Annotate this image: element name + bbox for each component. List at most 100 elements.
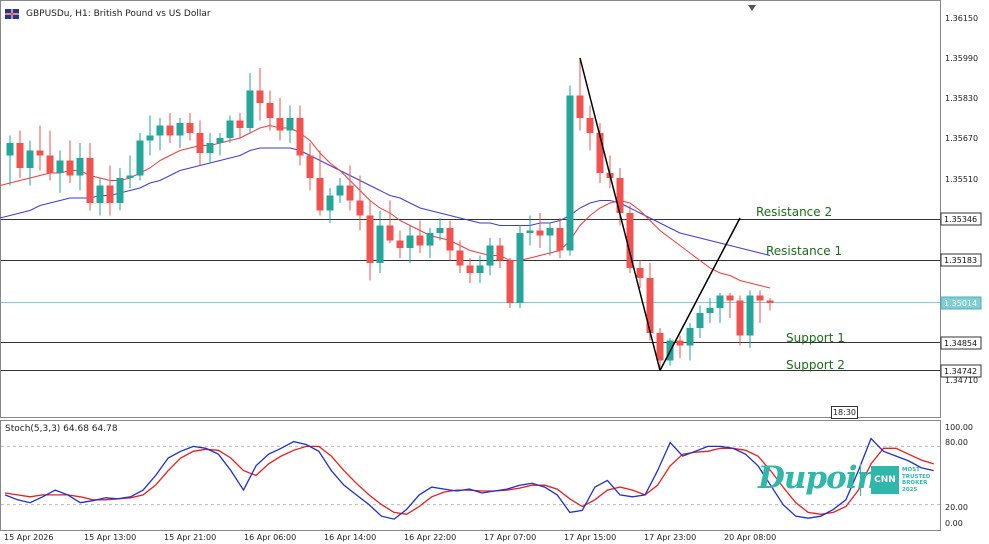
price-tick: 1.35670 xyxy=(945,134,978,143)
stoch-tick: 80.00 xyxy=(945,438,968,447)
stoch-tick: 100.00 xyxy=(945,423,973,432)
candle-body xyxy=(376,225,384,263)
resistance1-price-box xyxy=(940,253,982,267)
candle-body xyxy=(386,225,394,241)
candle-body xyxy=(86,158,94,203)
candle-body xyxy=(346,185,354,201)
candle-body xyxy=(616,178,624,213)
candle-body xyxy=(166,125,174,136)
time-tick: 20 Apr 08:00 xyxy=(724,533,776,542)
candle-body xyxy=(396,240,404,248)
tagline-line: MOST xyxy=(902,467,920,473)
candle-body xyxy=(746,295,754,336)
time-tick: 16 Apr 22:00 xyxy=(404,533,456,542)
candle-body xyxy=(336,185,344,196)
candle-body xyxy=(766,300,774,303)
candle-body xyxy=(536,230,544,236)
candle-body xyxy=(46,155,54,173)
moving-averages xyxy=(0,124,771,289)
candle-body xyxy=(316,178,324,211)
stochastic-axis: 100.00 80.00 20.00 0.00 xyxy=(945,423,973,528)
candle-body xyxy=(186,123,194,133)
resistance1-price: 1.35183 xyxy=(944,256,977,265)
candle-body xyxy=(276,118,284,131)
candle-body xyxy=(636,268,644,278)
candle-body xyxy=(656,333,664,361)
time-tick: 17 Apr 23:00 xyxy=(644,533,696,542)
price-tick: 1.35510 xyxy=(945,175,978,184)
time-tick: 15 Apr 2026 xyxy=(4,533,53,542)
candle-body xyxy=(456,250,464,266)
candle-body xyxy=(446,228,454,251)
support2-label: Support 2 xyxy=(786,358,845,372)
candle-body xyxy=(6,143,14,156)
candle-body xyxy=(676,340,684,346)
price-tick: 1.34710 xyxy=(945,376,978,385)
tagline-line: TRUSTED xyxy=(902,473,931,480)
trend-lines[interactable] xyxy=(579,57,741,371)
ma-slow-line xyxy=(0,147,771,256)
trend-line xyxy=(659,217,741,371)
candle-body xyxy=(296,118,304,156)
candle-body xyxy=(116,178,124,203)
candle-body xyxy=(366,215,374,263)
candle-body xyxy=(526,230,534,233)
candle-body xyxy=(426,233,434,246)
logo-divider xyxy=(860,464,861,496)
candle-body xyxy=(126,175,134,178)
level-price-labels: 1.35346 1.35183 1.35014 1.34854 1.34742 xyxy=(940,212,982,378)
time-tick: 17 Apr 15:00 xyxy=(564,533,616,542)
tagline-line: 2025 xyxy=(902,486,918,493)
candle-body xyxy=(706,308,714,313)
chart-title: GBPUSDu, H1: British Pound vs US Dollar xyxy=(26,9,211,19)
stoch-main-line xyxy=(4,437,934,520)
candle-body xyxy=(226,120,234,138)
candle-body xyxy=(26,150,34,168)
cnn-badge: CNN xyxy=(871,466,899,494)
resistance2-label: Resistance 2 xyxy=(756,205,832,219)
stochastic-lines xyxy=(4,437,934,520)
logo-wordmark: Dupoin xyxy=(758,460,879,496)
resistance2-price: 1.35346 xyxy=(944,215,977,224)
candle-body xyxy=(36,150,44,156)
candle-body xyxy=(76,158,84,176)
candle-body xyxy=(196,133,204,153)
candle-body xyxy=(206,143,214,153)
price-tick: 1.35830 xyxy=(945,94,978,103)
candle-body xyxy=(236,120,244,128)
tagline-line: BROKER xyxy=(902,480,928,486)
resistance1-label: Resistance 1 xyxy=(766,244,842,258)
candle-body xyxy=(736,300,744,336)
candle-body xyxy=(56,160,64,173)
candle-body xyxy=(646,278,654,333)
candle-body xyxy=(96,185,104,203)
support1-price: 1.34854 xyxy=(944,339,977,348)
candle-body xyxy=(686,328,694,346)
logo-tagline: MOST TRUSTED BROKER 2025 xyxy=(902,467,931,493)
candle-body xyxy=(156,125,164,136)
price-tick: 1.36150 xyxy=(945,14,978,23)
stoch-tick: 20.00 xyxy=(945,503,968,512)
price-axis: 1.36150 1.35990 1.35830 1.35670 1.35510 … xyxy=(945,14,978,385)
symbol-flag-icon[interactable] xyxy=(5,9,19,19)
current-price-box xyxy=(940,296,982,310)
candle-body xyxy=(256,90,264,103)
candle-body xyxy=(216,138,224,143)
candle-body xyxy=(356,200,364,216)
triangle-down-icon[interactable] xyxy=(748,5,756,11)
stoch-tick: 0.00 xyxy=(945,519,963,528)
stoch-signal-line xyxy=(4,445,934,515)
candle-body xyxy=(726,295,734,301)
indicator-title: Stoch(5,3,3) 64.68 64.78 xyxy=(5,424,118,434)
candle-body xyxy=(326,195,334,211)
candle-body xyxy=(716,295,724,308)
support2-price-box xyxy=(940,364,982,378)
trend-line xyxy=(579,57,661,371)
candle-body xyxy=(416,235,424,246)
candle-body xyxy=(496,245,504,261)
candle-body xyxy=(266,103,274,118)
candle-body xyxy=(586,118,594,133)
time-tick: 15 Apr 21:00 xyxy=(164,533,216,542)
